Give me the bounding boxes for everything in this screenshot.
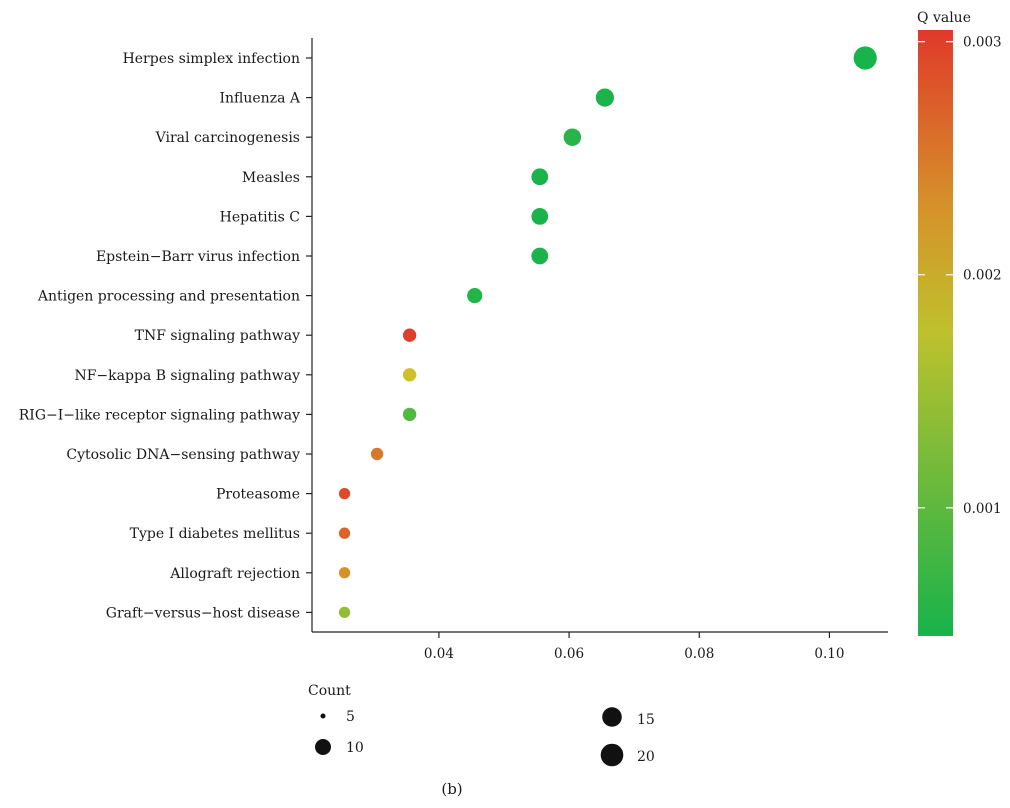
category-label: Herpes simplex infection <box>123 51 300 67</box>
data-point <box>402 328 417 342</box>
category-label: Cytosolic DNA−sensing pathway <box>66 447 300 463</box>
category-label: Influenza A <box>220 91 301 107</box>
axes: 0.04 0.06 0.08 0.10 Herpes simplex infection… <box>19 38 888 662</box>
data-point <box>338 487 351 500</box>
size-legend-dot <box>315 739 331 755</box>
colorbar-gradient <box>918 30 953 636</box>
x-tick-label: 0.06 <box>554 646 584 662</box>
data-point <box>467 288 483 304</box>
size-legend-label: 15 <box>637 712 655 728</box>
figure-caption: (b) <box>441 780 462 798</box>
colorbar-tick-label: 0.003 <box>963 35 1002 51</box>
category-label: Type I diabetes mellitus <box>130 526 300 542</box>
data-point <box>531 168 549 186</box>
colorbar-tick-label: 0.001 <box>963 501 1002 517</box>
x-tick-label: 0.10 <box>814 646 844 662</box>
count-size-legend: Count 5 10 15 20 <box>308 683 655 767</box>
size-legend-label: 20 <box>637 749 655 765</box>
data-point <box>563 128 582 146</box>
data-point <box>531 208 549 225</box>
data-point <box>531 247 549 265</box>
data-point <box>370 447 384 461</box>
category-label: Allograft rejection <box>169 566 300 582</box>
category-label: NF−kappa B signaling pathway <box>74 368 300 384</box>
colorbar-tick-label: 0.002 <box>963 268 1002 284</box>
category-label: Graft−versus−host disease <box>106 605 300 621</box>
category-label: Measles <box>242 170 300 186</box>
data-point <box>402 407 417 422</box>
data-point <box>853 46 877 70</box>
size-legend-dot <box>602 707 622 727</box>
size-legend-label: 10 <box>346 740 364 756</box>
x-tick-label: 0.04 <box>424 646 454 662</box>
data-point <box>402 368 417 382</box>
size-legend-label: 5 <box>346 709 355 725</box>
category-label: Hepatitis C <box>220 209 300 225</box>
data-point <box>338 606 351 619</box>
x-tick-label: 0.08 <box>684 646 714 662</box>
category-label: Antigen processing and presentation <box>37 289 300 305</box>
data-point <box>338 567 351 579</box>
plot-area <box>338 46 877 619</box>
category-label: Epstein−Barr virus infection <box>96 249 300 265</box>
size-legend-dot <box>600 743 624 767</box>
category-label: RIG−I−like receptor signaling pathway <box>19 407 300 423</box>
category-label: Viral carcinogenesis <box>155 130 300 146</box>
q-value-colorbar: Q value 0.001 0.002 0.003 <box>917 10 1002 636</box>
colorbar-title: Q value <box>917 10 971 26</box>
category-label: TNF signaling pathway <box>135 328 300 344</box>
data-point <box>595 88 614 107</box>
size-legend-dot <box>320 713 326 719</box>
size-legend-title: Count <box>308 683 351 699</box>
data-point <box>338 527 351 539</box>
category-label: Proteasome <box>216 487 300 503</box>
